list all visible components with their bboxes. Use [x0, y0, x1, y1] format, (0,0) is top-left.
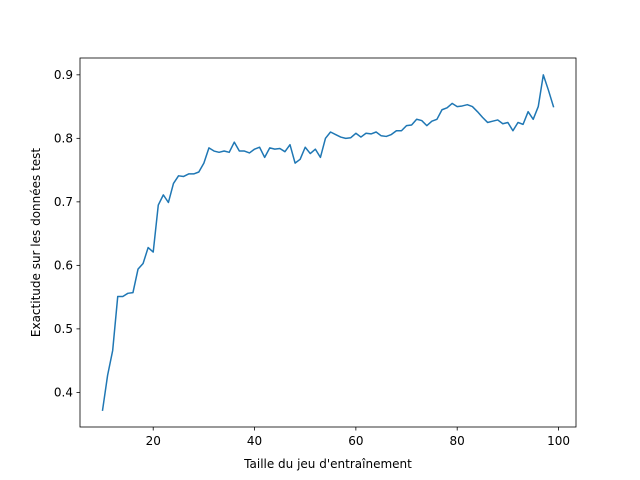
- y-tick-label: 0.9: [54, 68, 73, 82]
- x-tick-label: 60: [348, 434, 363, 448]
- y-tick-label: 0.6: [54, 259, 73, 273]
- x-axis-ticks: 20 40 60 80 100: [146, 427, 570, 448]
- y-axis-ticks: 0.4 0.5 0.6 0.7 0.8 0.9: [54, 68, 80, 400]
- x-tick-label: 100: [547, 434, 570, 448]
- x-tick-label: 20: [146, 434, 161, 448]
- x-tick-label: 40: [247, 434, 262, 448]
- y-axis-label: Exactitude sur les données test: [29, 148, 43, 338]
- y-tick-label: 0.5: [54, 322, 73, 336]
- axes-frame: [79, 57, 577, 428]
- y-tick-label: 0.7: [54, 195, 73, 209]
- y-tick-label: 0.8: [54, 132, 73, 146]
- x-tick-label: 80: [450, 434, 465, 448]
- series-line: [101, 74, 555, 412]
- x-axis-label: Taille du jeu d'entraînement: [243, 457, 412, 471]
- y-tick-label: 0.4: [54, 386, 73, 400]
- series-layer: [101, 74, 555, 412]
